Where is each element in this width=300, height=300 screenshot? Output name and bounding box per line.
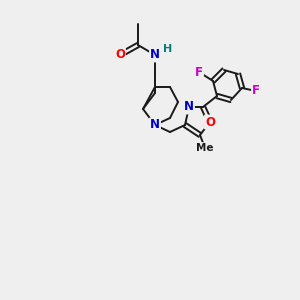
Text: H: H: [164, 44, 172, 54]
Text: Me: Me: [196, 143, 214, 153]
Text: O: O: [205, 116, 215, 128]
Text: O: O: [115, 49, 125, 62]
Text: N: N: [150, 118, 160, 131]
Text: N: N: [150, 49, 160, 62]
Text: N: N: [184, 100, 194, 113]
Text: F: F: [195, 65, 203, 79]
Text: F: F: [252, 85, 260, 98]
